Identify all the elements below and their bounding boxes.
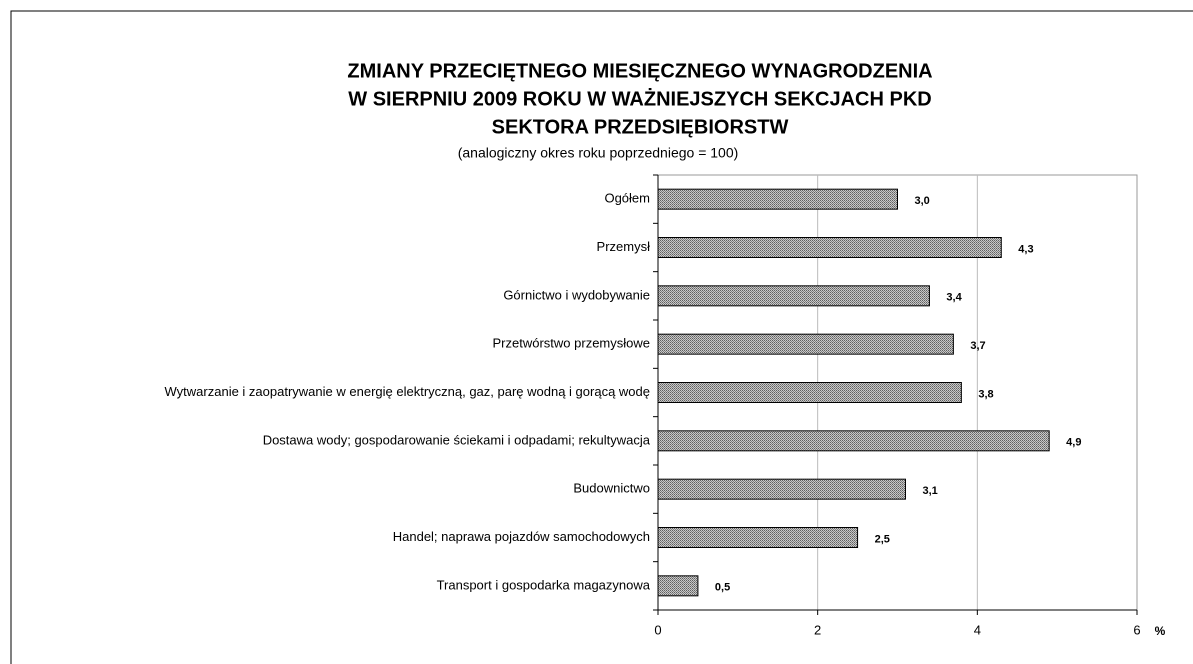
bar <box>657 527 859 548</box>
value-label: 3,7 <box>970 340 985 352</box>
value-label: 4,9 <box>1066 437 1081 449</box>
y-tick-label: Budownictwo <box>573 481 650 496</box>
bar <box>657 478 906 500</box>
x-axis-label: % <box>1155 624 1166 638</box>
y-tick-label: Przemysł <box>597 239 651 254</box>
bar <box>657 237 1002 258</box>
bar <box>657 575 699 597</box>
chart-title: SEKTORA PRZEDSIĘBIORSTW <box>492 116 789 138</box>
frame <box>10 10 1193 664</box>
value-label: 4,3 <box>1018 243 1033 255</box>
value-label: 3,4 <box>946 292 962 304</box>
value-label: 0,5 <box>715 582 730 594</box>
y-tick-label: Przetwórstwo przemysłowe <box>493 336 651 351</box>
value-label: 2,5 <box>875 533 890 545</box>
chart-title: ZMIANY PRZECIĘTNEGO MIESIĘCZNEGO WYNAGRO… <box>347 60 932 82</box>
chart-title: W SIERPNIU 2009 ROKU W WAŻNIEJSZYCH SEKC… <box>348 87 931 110</box>
y-tick-label: Handel; naprawa pojazdów samochodowych <box>393 529 650 544</box>
y-tick-label: Transport i gospodarka magazynowa <box>437 577 651 592</box>
x-tick-label: 6 <box>1133 622 1140 637</box>
y-tick-label: Górnictwo i wydobywanie <box>503 287 650 302</box>
bar <box>657 382 962 403</box>
y-tick-label: Dostawa wody; gospodarowanie ściekami i … <box>263 432 651 447</box>
value-label: 3,1 <box>922 485 937 497</box>
x-tick-label: 2 <box>814 622 821 637</box>
bar <box>657 188 898 210</box>
x-tick-label: 0 <box>654 622 661 637</box>
x-tick-label: 4 <box>974 622 981 637</box>
y-tick-label: Wytwarzanie i zaopatrywanie w energię el… <box>165 384 650 399</box>
value-label: 3,8 <box>978 388 993 400</box>
bar <box>657 333 954 355</box>
y-tick-label: Ogółem <box>604 191 650 206</box>
bar <box>657 430 1050 452</box>
subtitle: (analogiczny okres roku poprzedniego = 1… <box>458 145 739 161</box>
value-label: 3,0 <box>915 195 930 207</box>
bar <box>657 285 930 307</box>
